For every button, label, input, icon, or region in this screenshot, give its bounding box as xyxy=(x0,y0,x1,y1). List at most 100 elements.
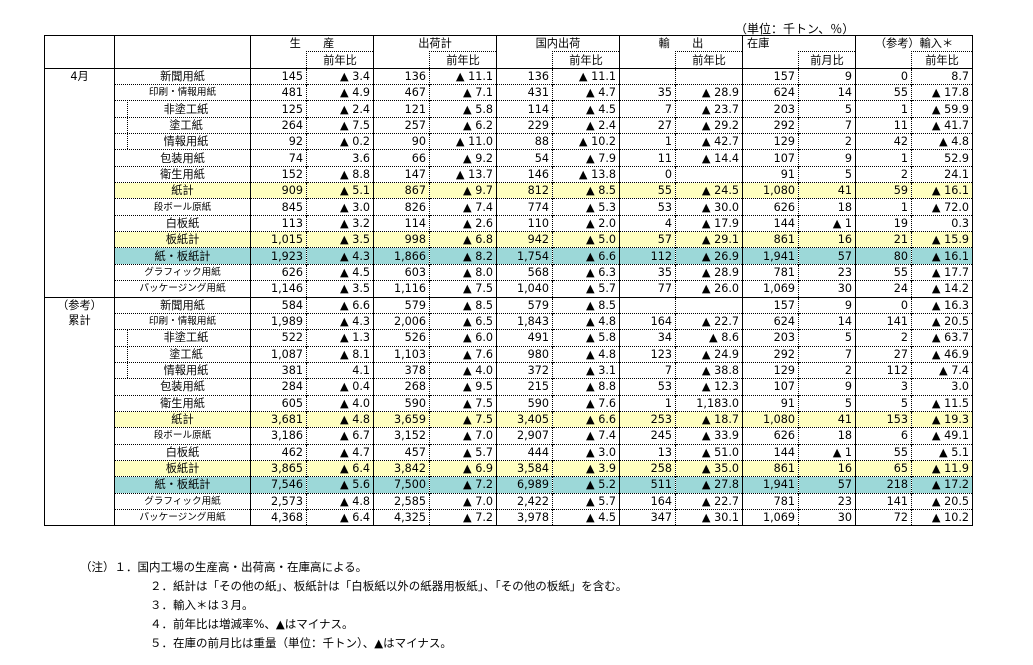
value-cell: 1,989 xyxy=(250,312,307,330)
change-cell: ▲ 8.8 xyxy=(552,378,620,396)
change-cell: ▲ 4.7 xyxy=(552,84,620,101)
col-group-domestic-shipments: 国内出荷 xyxy=(496,34,620,52)
change-cell: ▲ 19.3 xyxy=(911,410,973,428)
value-cell: 113 xyxy=(250,214,307,232)
change-cell: ▲ 26.0 xyxy=(675,280,743,297)
value-cell: 54 xyxy=(496,149,553,167)
value-cell: 1,080 xyxy=(742,410,799,428)
value-cell: 467 xyxy=(373,84,430,101)
change-cell: ▲ 20.5 xyxy=(911,492,973,510)
value-cell: 579 xyxy=(496,296,553,314)
change-cell xyxy=(675,296,743,314)
row-label-text: 情報用紙 xyxy=(127,363,244,379)
row-label: 板紙計 xyxy=(114,459,251,477)
row-label: 段ボール原紙 xyxy=(114,198,251,216)
change-cell: ▲ 7.2 xyxy=(429,476,497,494)
change-cell: ▲ 72.0 xyxy=(911,198,973,216)
table-row: 段ボール原紙 3,186 ▲ 6.7 3,152 ▲ 7.0 2,907 ▲ 7.4 245 ▲… xyxy=(45,427,973,445)
value-cell: 605 xyxy=(250,394,307,412)
value-cell: 245 xyxy=(619,427,676,445)
change-cell: 9 xyxy=(798,378,856,396)
unit-label: （単位：千トン、％） xyxy=(735,22,855,36)
value-cell: 3,865 xyxy=(250,459,307,477)
change-cell: ▲ 30.1 xyxy=(675,508,743,527)
change-cell: 41 xyxy=(798,182,856,199)
table-row: 紙計 909 ▲ 5.1 867 ▲ 9.7 812 ▲ 8.5 55 ▲ 24.5 1,080 4… xyxy=(45,182,973,199)
value-cell: 147 xyxy=(373,165,430,183)
change-cell: ▲ 16.1 xyxy=(911,182,973,199)
row-label: 紙・板紙計 xyxy=(114,476,251,494)
value-cell: 42 xyxy=(855,133,912,150)
row-label: 印刷・情報用紙 xyxy=(114,84,251,101)
value-cell: 626 xyxy=(742,427,799,445)
change-cell: ▲ 4.0 xyxy=(306,394,374,412)
value-cell: 13 xyxy=(619,443,676,461)
value-cell: 1,146 xyxy=(250,280,307,297)
change-cell: ▲ 35.0 xyxy=(675,459,743,477)
change-cell: ▲ 16.1 xyxy=(911,247,973,265)
row-label: 衛生用紙 xyxy=(114,165,251,183)
row-label: グラフィック用紙 xyxy=(114,263,251,281)
value-cell: 3,584 xyxy=(496,459,553,477)
row-label-text: 非塗工紙 xyxy=(127,101,244,117)
row-label-text: 塗工紙 xyxy=(127,347,244,362)
change-cell: ▲ 0.2 xyxy=(306,133,374,150)
col-group-imports: （参考）輸入＊ xyxy=(855,34,973,52)
value-cell: 861 xyxy=(742,459,799,477)
change-cell: ▲ 11.1 xyxy=(552,67,620,85)
value-cell: 7 xyxy=(619,361,676,379)
value-cell xyxy=(619,296,676,314)
value-cell: 253 xyxy=(619,410,676,428)
change-cell: ▲ 12.3 xyxy=(675,378,743,396)
change-cell: ▲ 8.5 xyxy=(429,296,497,314)
change-cell: 24.1 xyxy=(911,165,973,183)
change-cell: ▲ 11.0 xyxy=(429,133,497,150)
value-cell: 55 xyxy=(855,443,912,461)
value-cell: 11 xyxy=(619,149,676,167)
change-cell: ▲ 17.2 xyxy=(911,476,973,494)
table-row: 非塗工紙 522 ▲ 1.3 526 ▲ 6.0 491 ▲ 5.8 34 ▲ 8.6 203 5 2… xyxy=(45,329,973,347)
change-cell: 4.1 xyxy=(306,361,374,379)
change-cell: 0.3 xyxy=(911,214,973,232)
value-cell: 980 xyxy=(496,345,553,363)
table-row: 塗工紙 1,087 ▲ 8.1 1,103 ▲ 7.6 980 ▲ 4.8 123 ▲ 24.9… xyxy=(45,345,973,363)
value-cell: 861 xyxy=(742,231,799,248)
value-cell: 624 xyxy=(742,84,799,101)
value-cell: 292 xyxy=(742,116,799,134)
table-row: 紙・板紙計 7,546 ▲ 5.6 7,500 ▲ 7.2 6,989 ▲ 5.2 511 ▲ … xyxy=(45,476,973,494)
value-cell: 491 xyxy=(496,329,553,347)
change-cell: ▲ 8.5 xyxy=(552,182,620,199)
table-row: 段ボール原紙 845 ▲ 3.0 826 ▲ 7.4 774 ▲ 5.3 53 ▲ 30.0 62… xyxy=(45,198,973,216)
table-row: 白板紙 113 ▲ 3.2 114 ▲ 2.6 110 ▲ 2.0 4 ▲ 17.9 144 ▲ 1… xyxy=(45,214,973,232)
value-cell: 1,040 xyxy=(496,280,553,297)
change-cell: 16 xyxy=(798,459,856,477)
table-row: 非塗工紙 125 ▲ 2.4 121 ▲ 5.8 114 ▲ 4.5 7 ▲ 23.7 203 5 1… xyxy=(45,100,973,118)
change-cell: ▲ 59.9 xyxy=(911,100,973,118)
change-cell: ▲ 2.4 xyxy=(306,100,374,118)
value-cell: 152 xyxy=(250,165,307,183)
change-cell: ▲ 6.6 xyxy=(552,247,620,265)
value-cell: 568 xyxy=(496,263,553,281)
change-cell: ▲ 8.5 xyxy=(552,296,620,314)
change-cell: ▲ 4.9 xyxy=(306,84,374,101)
change-cell: ▲ 22.7 xyxy=(675,492,743,510)
change-cell: ▲ 7.0 xyxy=(429,492,497,510)
change-cell: ▲ 7.1 xyxy=(429,84,497,101)
table-row: 紙計 3,681 ▲ 4.8 3,659 ▲ 7.5 3,405 ▲ 6.6 253 ▲ 18.… xyxy=(45,410,973,428)
value-cell: 1,087 xyxy=(250,345,307,363)
change-cell xyxy=(675,67,743,85)
table-row: 衛生用紙 152 ▲ 8.8 147 ▲ 13.7 146 ▲ 13.8 0 91 5 2 24.1 xyxy=(45,165,973,183)
notes: （注）１．国内工場の生産高・出荷高・在庫高による。 ２．紙計は「その他の紙」、板… xyxy=(80,558,627,653)
change-cell: 1,183.0 xyxy=(675,394,743,412)
row-label: 包装用紙 xyxy=(114,149,251,167)
row-label: 塗工紙 xyxy=(114,345,251,363)
table-row: パッケージング用紙 1,146 ▲ 3.5 1,116 ▲ 7.5 1,040 ▲ 5.7 7… xyxy=(45,280,973,297)
row-label: 非塗工紙 xyxy=(114,100,251,118)
change-cell: ▲ 7.5 xyxy=(429,280,497,297)
change-cell: 23 xyxy=(798,263,856,281)
table-row: 包装用紙 74 3.6 66 ▲ 9.2 54 ▲ 7.9 11 ▲ 14.4 107 9 1 52.9 xyxy=(45,149,973,167)
change-cell: ▲ 3.0 xyxy=(552,443,620,461)
subheader-yoy: 前年比 xyxy=(429,51,497,69)
change-cell: 2 xyxy=(798,133,856,150)
value-cell: 626 xyxy=(742,198,799,216)
